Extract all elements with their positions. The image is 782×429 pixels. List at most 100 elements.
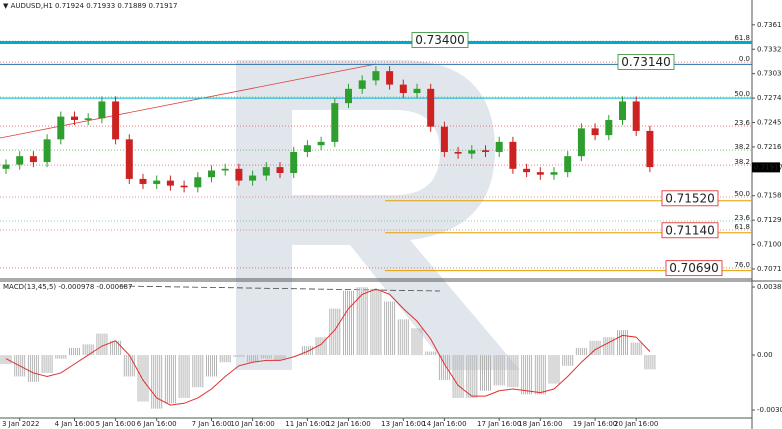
candle-body: [440, 126, 448, 152]
candle-body: [2, 164, 10, 169]
fib-label: 23.6: [734, 214, 750, 222]
candle-body: [399, 84, 407, 94]
fib-label: 50.0: [734, 190, 750, 198]
candle-body: [249, 175, 257, 181]
fib-label: 50.0: [734, 90, 750, 98]
candle-body: [57, 116, 65, 140]
candle-body: [468, 150, 476, 154]
candle-body: [331, 103, 339, 142]
candle-body: [180, 185, 188, 188]
candle-body: [153, 180, 161, 184]
y-tick-label: -0.003076: [757, 406, 782, 414]
candle-body: [194, 177, 202, 188]
candle-body: [605, 119, 613, 136]
candle-body: [591, 128, 599, 136]
x-tick-label: 20 Jan 16:00: [614, 420, 658, 428]
x-tick-label: 4 Jan 16:00: [55, 420, 95, 428]
symbol-header: ▼ AUDUSD,H1 0.71924 0.71933 0.71889 0.71…: [3, 2, 178, 10]
candle-body: [550, 172, 558, 175]
macd-trendline: [119, 285, 441, 292]
x-tick-label: 3 Jan 2022: [2, 420, 40, 428]
candle-body: [84, 118, 92, 120]
candle-body: [646, 130, 654, 168]
candle-body: [345, 88, 352, 104]
fib-label: 61.8: [734, 223, 750, 231]
candle-body: [208, 170, 215, 178]
signal-line: [5, 288, 651, 406]
level-label: 0.73400: [415, 33, 465, 47]
level-label: 0.71520: [665, 191, 715, 205]
candle-body: [16, 156, 24, 165]
fib-label: 0.0: [739, 55, 750, 63]
y-tick-label: 0.70710: [757, 265, 782, 273]
x-tick-label: 12 Jan 16:00: [326, 420, 370, 428]
candle-body: [619, 101, 626, 120]
current-price-box: [752, 162, 780, 173]
candle-body: [564, 156, 572, 173]
fib-label: 38.2: [734, 143, 750, 151]
x-tick-label: 7 Jan 16:00: [192, 420, 232, 428]
candle-body: [71, 116, 78, 120]
level-label: 0.73140: [621, 55, 671, 69]
candle-body: [235, 168, 243, 181]
candle-body: [317, 141, 325, 146]
x-tick-label: 6 Jan 16:00: [137, 420, 177, 428]
candle-body: [125, 139, 133, 179]
candle-body: [112, 101, 120, 140]
current-price-label: 0.71917: [754, 163, 782, 171]
candle-body: [427, 88, 435, 127]
candle-body: [482, 150, 489, 152]
candle-body: [358, 80, 366, 89]
candle-body: [577, 128, 585, 157]
x-tick-label: 5 Jan 16:00: [96, 420, 136, 428]
candle-body: [43, 139, 51, 163]
candle-body: [495, 141, 503, 152]
candle-body: [372, 71, 380, 81]
candle-body: [509, 141, 517, 169]
candle-body: [454, 151, 462, 154]
candle-body: [262, 167, 270, 176]
x-tick-label: 11 Jan 16:00: [285, 420, 329, 428]
y-tick-label: 0.00: [757, 351, 773, 359]
fib-label: 38.2: [734, 158, 750, 166]
x-tick-label: 19 Jan 16:00: [573, 420, 617, 428]
level-label-box: [661, 190, 719, 207]
level-label: 0.71140: [665, 223, 715, 237]
candle-body: [98, 101, 106, 119]
level-label-box: [665, 260, 723, 277]
fib-label: 23.6: [734, 119, 750, 127]
x-tick-label: 10 Jan 16:00: [230, 420, 274, 428]
level-label-box: [617, 54, 675, 70]
watermark: [236, 60, 520, 370]
candle-body: [386, 71, 394, 85]
candle-body: [523, 168, 531, 173]
macd-title: MACD(13,45,5) -0.000978 -0.000687: [3, 283, 132, 291]
candle-body: [221, 168, 229, 171]
x-tick-label: 17 Jan 16:00: [477, 420, 521, 428]
candle-body: [536, 172, 544, 175]
level-label-box: [661, 222, 719, 239]
level-label-box: [411, 32, 469, 48]
y-tick-label: 0.003812: [757, 283, 782, 291]
candle-body: [290, 151, 298, 174]
candle-body: [413, 88, 421, 94]
fib-label: 61.8: [734, 34, 750, 42]
candle-body: [632, 101, 640, 131]
symbol-info: AUDUSD,H1 0.71924 0.71933 0.71889 0.7191…: [11, 2, 178, 10]
candle-body: [276, 167, 284, 174]
x-tick-label: 18 Jan 16:00: [518, 420, 562, 428]
x-tick-label: 13 Jan 16:00: [381, 420, 425, 428]
x-tick-label: 14 Jan 16:00: [422, 420, 466, 428]
candle-body: [166, 180, 174, 186]
level-label: 0.70690: [669, 261, 719, 275]
candle-body: [139, 178, 147, 184]
